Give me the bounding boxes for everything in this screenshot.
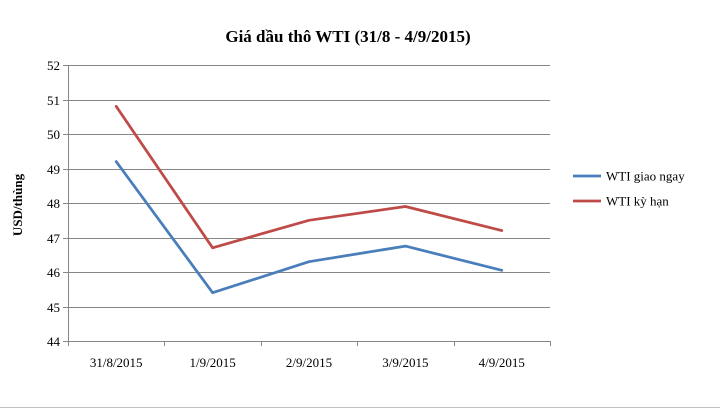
data-point — [404, 244, 407, 248]
data-point — [404, 205, 407, 208]
data-point — [307, 260, 311, 263]
grid-lines — [68, 65, 550, 308]
data-point — [211, 246, 214, 250]
y-tick-label: 47 — [47, 231, 61, 246]
x-tick-label: 4/9/2015 — [479, 355, 525, 370]
data-point — [115, 105, 118, 108]
y-tick-label: 50 — [47, 127, 60, 142]
data-point — [500, 229, 503, 232]
data-point — [307, 219, 311, 222]
y-axis-label: USD/thùng — [10, 173, 25, 236]
y-tick-label: 49 — [47, 162, 60, 177]
x-tick-label: 3/9/2015 — [382, 355, 428, 370]
axes: 44 45 46 47 48 49 50 51 52 31/8/2015 1/9/2015 2/9/2… — [47, 58, 551, 370]
chart-title: Giá dầu thô WTI (31/8 - 4/9/2015) — [225, 27, 470, 46]
x-tick-label: 1/9/2015 — [189, 355, 235, 370]
x-tick-label: 31/8/2015 — [90, 355, 143, 370]
data-point — [211, 291, 214, 294]
y-tick-label: 45 — [47, 300, 60, 315]
legend-label: WTI giao ngay — [606, 169, 685, 184]
data-point — [115, 160, 118, 163]
x-tick-label: 2/9/2015 — [286, 355, 332, 370]
y-tick-label: 51 — [47, 93, 60, 108]
y-tick-label: 44 — [47, 334, 61, 349]
y-tick-label: 48 — [47, 196, 60, 211]
y-tick-label: 46 — [47, 265, 61, 280]
data-point — [500, 269, 503, 272]
y-tick-label: 52 — [47, 58, 60, 73]
legend: WTI giao ngay WTI kỳ hạn — [573, 169, 685, 209]
series-lines — [114, 105, 504, 295]
legend-label: WTI kỳ hạn — [606, 194, 669, 209]
